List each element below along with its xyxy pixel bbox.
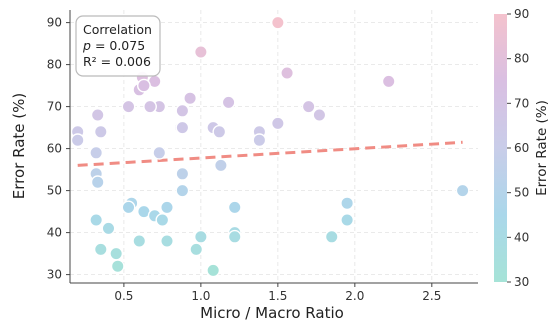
colorbar-tick-label: 70: [514, 96, 529, 110]
data-point: [189, 242, 204, 257]
data-point: [280, 66, 294, 80]
data-point: [152, 145, 167, 160]
data-point: [227, 200, 242, 215]
data-point: [270, 116, 285, 131]
data-point: [70, 133, 85, 148]
data-point: [340, 213, 355, 227]
data-point: [93, 242, 108, 257]
y-tick-label: 30: [47, 268, 62, 282]
correlation-p-value: p = 0.075: [82, 38, 145, 53]
y-axis-label: Error Rate (%): [10, 93, 28, 199]
correlation-title: Correlation: [83, 22, 152, 37]
data-point: [121, 200, 136, 215]
data-point: [90, 175, 105, 190]
data-point: [160, 200, 174, 215]
x-ticks: 0.5 1.0 1.5 2.0 2.5: [114, 283, 441, 303]
colorbar-tick-label: 60: [514, 141, 529, 155]
colorbar: 30 40 50 60 70 80 90 Error Rate (%): [494, 7, 550, 289]
colorbar-tick-label: 90: [514, 7, 529, 21]
data-point: [155, 213, 170, 227]
data-point: [137, 78, 151, 93]
data-point: [455, 183, 470, 198]
data-point: [301, 99, 316, 114]
axes: [69, 10, 478, 284]
correlation-r2: R² = 0.006: [83, 54, 151, 69]
data-point: [183, 91, 197, 106]
correlation-box: Correlation p = 0.075 R² = 0.006: [75, 15, 161, 77]
data-point: [143, 99, 157, 114]
data-point: [324, 229, 339, 244]
colorbar-tick-label: 50: [514, 186, 529, 200]
colorbar-label: Error Rate (%): [534, 100, 550, 196]
colorbar-tick-label: 40: [514, 230, 529, 244]
data-point: [89, 213, 104, 227]
y-tick-label: 60: [47, 142, 62, 156]
y-tick-label: 90: [47, 16, 62, 30]
points-layer: [70, 15, 470, 278]
data-point: [340, 196, 355, 211]
colorbar-tick-label: 80: [514, 52, 529, 66]
y-tick-label: 80: [47, 58, 62, 72]
y-tick-label: 70: [47, 100, 62, 114]
correlation-box-frame: [75, 15, 161, 77]
data-point: [213, 158, 228, 173]
data-point: [101, 221, 116, 236]
data-point: [175, 183, 190, 198]
data-point: [175, 120, 190, 135]
data-point: [206, 263, 221, 278]
data-point: [193, 45, 208, 59]
x-tick-label: 2.0: [345, 289, 364, 303]
data-point: [212, 124, 227, 139]
data-point: [90, 108, 105, 122]
data-point: [121, 99, 136, 114]
data-point: [109, 246, 124, 261]
data-point: [160, 234, 174, 248]
data-point: [175, 166, 190, 181]
x-tick-label: 1.5: [268, 289, 287, 303]
colorbar-scale: [494, 14, 507, 282]
data-point: [381, 74, 396, 89]
data-point: [227, 229, 242, 244]
data-point: [193, 229, 208, 244]
data-point: [175, 103, 190, 118]
data-point: [270, 15, 285, 30]
x-tick-label: 1.0: [191, 289, 210, 303]
y-tick-label: 40: [47, 226, 62, 240]
data-point: [132, 234, 147, 248]
trendline: [77, 140, 463, 167]
y-ticks: 30 40 50 60 70 80 90: [47, 16, 70, 282]
y-tick-label: 50: [47, 184, 62, 198]
x-tick-label: 2.5: [422, 289, 441, 303]
data-point: [221, 95, 236, 110]
data-point: [312, 108, 327, 122]
x-axis-label: Micro / Macro Ratio: [200, 304, 344, 322]
data-point: [89, 145, 104, 160]
colorbar-ticks: 30 40 50 60 70 80 90: [507, 7, 529, 289]
colorbar-tick-label: 30: [514, 275, 529, 289]
x-tick-label: 0.5: [114, 289, 133, 303]
trendline-layer: [77, 140, 463, 167]
data-point: [93, 124, 108, 139]
data-point: [110, 259, 125, 274]
data-point: [252, 133, 267, 148]
